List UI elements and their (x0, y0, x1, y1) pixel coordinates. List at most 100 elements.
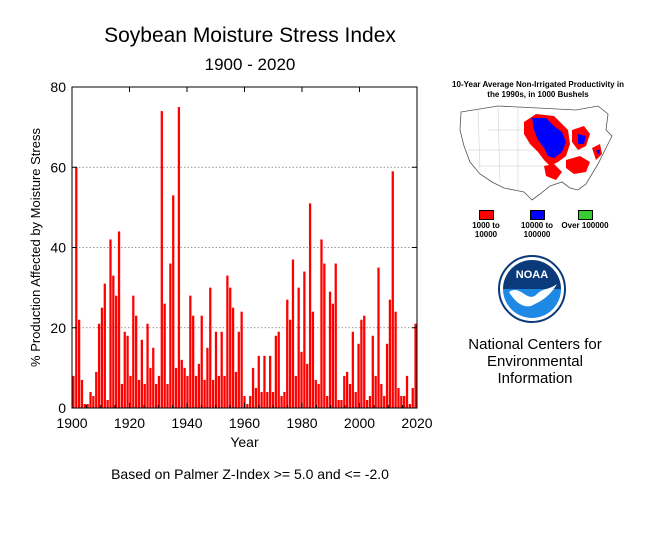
bar (100, 307, 104, 408)
y-tick-label: 0 (58, 400, 66, 416)
bar (163, 303, 166, 408)
bar (246, 403, 249, 408)
noaa-logo-text: NOAA (516, 269, 548, 281)
legend-label-mid: 10000 to 100000 (520, 221, 554, 239)
bar-chart: 0 20 40 60 80 1900 1920 1940 1960 1980 2000 2020 Ye… (28, 79, 433, 450)
legend-item-mid: 10000 to 100000 (512, 210, 562, 239)
bar (251, 367, 255, 409)
bar (340, 399, 343, 408)
legend-label-high: Over 100000 (561, 221, 609, 230)
bar (257, 355, 260, 408)
bar (103, 283, 106, 408)
bar (311, 311, 315, 408)
bar (157, 375, 161, 408)
bar (277, 331, 280, 408)
bar (377, 267, 380, 408)
bar (314, 379, 317, 408)
bar (212, 379, 215, 408)
bar (383, 395, 386, 408)
bar (186, 375, 189, 408)
legend-swatch-high (577, 210, 593, 220)
bar (135, 315, 138, 408)
bar (146, 323, 149, 408)
bar (320, 239, 323, 408)
bar (400, 395, 403, 408)
bar (280, 395, 283, 408)
bar (405, 375, 409, 408)
county-lines (468, 107, 588, 190)
bar (229, 287, 232, 409)
bar (271, 391, 275, 408)
bar (200, 315, 203, 408)
map-title: 10-Year Average Non-Irrigated Productivi… (452, 80, 624, 99)
us-soybean-map (459, 105, 613, 201)
bar (203, 379, 206, 408)
x-tick-label: 1900 (56, 415, 87, 431)
bar (385, 343, 389, 408)
legend-label-low: 1000 to 10000 (472, 221, 500, 239)
bar (343, 375, 346, 408)
bar (109, 239, 112, 408)
bar (388, 299, 392, 408)
bar (403, 395, 406, 408)
bar (237, 331, 240, 408)
bar (354, 391, 357, 408)
bar (243, 395, 246, 408)
bar (72, 375, 75, 408)
region-south (544, 164, 562, 180)
axis-ticks: 0 20 40 60 80 1900 1920 1940 1960 1980 2000 2020 (50, 79, 432, 431)
x-tick-label: 2000 (344, 415, 375, 431)
bar (260, 391, 263, 408)
bar (209, 287, 212, 409)
bar (75, 167, 78, 408)
bar (408, 403, 412, 408)
bar (374, 375, 377, 408)
bar (363, 315, 366, 408)
bar (189, 295, 192, 408)
bar (288, 319, 292, 408)
bar (297, 287, 300, 409)
bar (177, 107, 181, 408)
bar (97, 323, 101, 408)
bar (172, 195, 175, 408)
bar (180, 359, 183, 408)
bar (331, 303, 335, 408)
bar (174, 367, 178, 409)
bar (120, 383, 124, 408)
y-tick-label: 80 (50, 79, 66, 95)
bar (368, 395, 372, 408)
bar (231, 307, 235, 408)
x-tick-label: 1940 (171, 415, 202, 431)
bar (140, 339, 143, 408)
bar (308, 203, 312, 408)
region-atlantic-mid (596, 150, 600, 155)
noaa-logo: NOAA (498, 255, 566, 323)
bar (194, 375, 198, 408)
bar (154, 383, 158, 408)
bar (223, 375, 226, 408)
bar (152, 347, 155, 408)
legend-swatch-low (478, 210, 494, 220)
bar (80, 379, 84, 408)
bar (226, 275, 229, 408)
bar (300, 351, 303, 408)
chart-subtitle: 1900 - 2020 (204, 55, 296, 74)
bar (348, 383, 352, 408)
bar (77, 319, 81, 408)
grid-lines (72, 166, 417, 329)
bar (294, 375, 297, 408)
chart-footnote: Based on Palmer Z-Index >= 5.0 and <= -2… (111, 466, 389, 482)
bar (326, 395, 329, 408)
bar (269, 355, 272, 408)
region-east-mid (578, 134, 586, 144)
bar (220, 331, 223, 408)
bar (328, 291, 332, 408)
x-tick-label: 2020 (401, 415, 432, 431)
bar (371, 335, 374, 408)
bar (317, 383, 320, 408)
bar (291, 259, 295, 408)
bar (274, 335, 277, 408)
x-axis-label: Year (230, 434, 259, 450)
bar (254, 387, 258, 408)
bar (83, 403, 86, 408)
